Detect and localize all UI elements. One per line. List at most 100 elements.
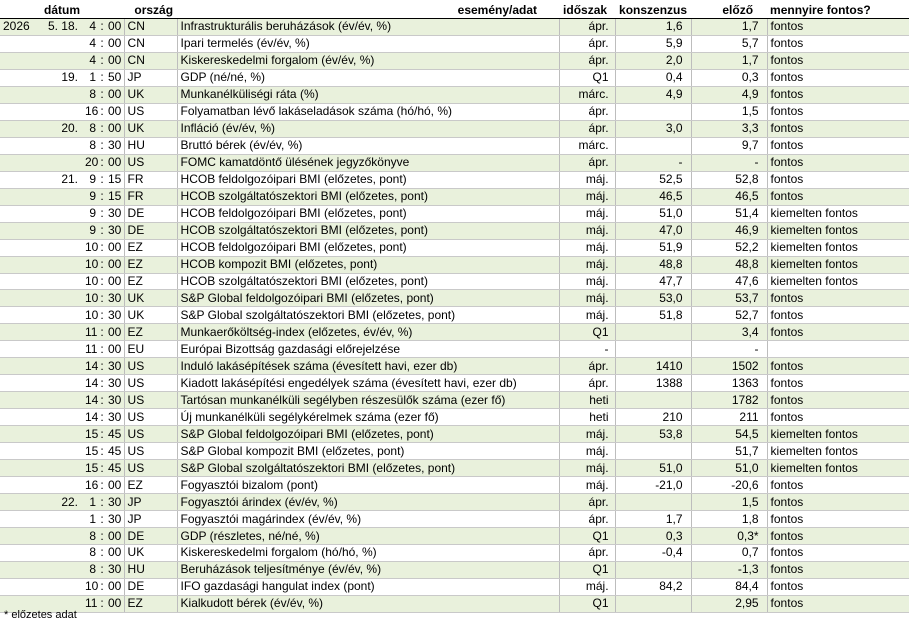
cell-consensus: 48,8	[615, 256, 692, 274]
cell-event: S&P Global szolgáltatószektori BMI (előz…	[177, 306, 560, 325]
cell-time-separator: :	[98, 289, 106, 308]
cell-year	[0, 425, 38, 444]
cell-year	[0, 374, 38, 393]
cell-country: FR	[124, 171, 178, 189]
cell-month-day	[38, 527, 82, 545]
cell-hour: 15	[82, 459, 98, 478]
cell-month-day	[38, 408, 82, 427]
cell-event: FOMC kamatdöntő ülésének jegyzőkönyve	[177, 154, 560, 172]
cell-event: Kiadott lakásépítési engedélyek száma (é…	[177, 374, 560, 393]
cell-minute: 30	[106, 289, 125, 308]
table-row: 14:30 US Tartósan munkanélküli segélyben r…	[0, 391, 909, 410]
cell-time-separator: :	[98, 323, 106, 342]
cell-period: ápr.	[559, 374, 616, 393]
table-row: 11:00 EZ Munkaerőköltség-index (előzetes, …	[0, 323, 909, 342]
cell-month-day	[38, 595, 82, 613]
cell-time-separator: :	[98, 459, 106, 478]
cell-time-separator: :	[98, 442, 106, 461]
cell-previous: 48,8	[691, 256, 768, 274]
cell-minute: 30	[106, 306, 125, 325]
cell-hour: 10	[82, 239, 98, 257]
cell-previous: 1,5	[691, 103, 768, 121]
cell-minute: 45	[106, 425, 125, 444]
cell-year	[0, 527, 38, 545]
cell-country: UK	[124, 544, 178, 562]
cell-importance: fontos	[767, 289, 909, 308]
cell-previous: 3,4	[691, 323, 768, 342]
cell-month-day	[38, 459, 82, 478]
cell-importance: fontos	[767, 306, 909, 325]
cell-previous: 51,4	[691, 205, 768, 223]
cell-importance: fontos	[767, 595, 909, 613]
cell-importance: kiemelten fontos	[767, 273, 909, 291]
cell-country: EU	[124, 340, 178, 359]
cell-importance: fontos	[767, 374, 909, 393]
cell-time-separator: :	[98, 510, 106, 529]
cell-year	[0, 69, 38, 87]
cell-previous: 2,95	[691, 595, 768, 613]
cell-consensus: 52,5	[615, 171, 692, 189]
cell-month-day	[38, 222, 82, 240]
cell-event: HCOB kompozit BMI (előzetes, pont)	[177, 256, 560, 274]
cell-consensus: 4,9	[615, 86, 692, 104]
cell-importance: fontos	[767, 18, 909, 36]
cell-month-day: 21.	[38, 171, 82, 189]
cell-minute: 45	[106, 442, 125, 461]
cell-time-separator: :	[98, 154, 106, 172]
cell-minute: 30	[106, 408, 125, 427]
cell-hour: 11	[82, 595, 98, 613]
cell-event: Európai Bizottság gazdasági előrejelzése	[177, 340, 560, 359]
cell-time-separator: :	[98, 595, 106, 613]
cell-event: S&P Global kompozit BMI (előzetes, pont)	[177, 442, 560, 461]
cell-hour: 8	[82, 120, 98, 138]
cell-event: S&P Global feldolgozóipari BMI (előzetes…	[177, 289, 560, 308]
table-row: 9:15 FR HCOB szolgáltatószektori BMI (előz…	[0, 188, 909, 206]
cell-importance: fontos	[767, 323, 909, 342]
cell-month-day	[38, 374, 82, 393]
cell-consensus: -21,0	[615, 476, 692, 495]
cell-consensus: 51,0	[615, 459, 692, 478]
cell-time-separator: :	[98, 374, 106, 393]
cell-country: HU	[124, 137, 178, 155]
cell-time-separator: :	[98, 340, 106, 359]
cell-year	[0, 442, 38, 461]
cell-period: Q1	[559, 527, 616, 545]
cell-consensus: 1,7	[615, 510, 692, 529]
cell-minute: 00	[106, 340, 125, 359]
cell-month-day	[38, 103, 82, 121]
cell-period: Q1	[559, 561, 616, 579]
table-row: 20:00 US FOMC kamatdöntő ülésének jegyzőkö…	[0, 154, 909, 172]
cell-period: ápr.	[559, 357, 616, 376]
table-row: 1:30 JP Fogyasztói magárindex (év/év, %) áp…	[0, 510, 909, 529]
cell-importance: fontos	[767, 69, 909, 87]
cell-hour: 11	[82, 323, 98, 342]
cell-time-separator: :	[98, 527, 106, 545]
cell-importance: kiemelten fontos	[767, 205, 909, 223]
cell-time-separator: :	[98, 69, 106, 87]
header-previous: előző	[691, 0, 768, 19]
cell-country: DE	[124, 222, 178, 240]
cell-year	[0, 510, 38, 529]
cell-minute: 30	[106, 561, 125, 579]
cell-time-separator: :	[98, 171, 106, 189]
cell-importance: fontos	[767, 188, 909, 206]
table-row: 22. 1:30 JP Fogyasztói árindex (év/év, %) áp…	[0, 493, 909, 512]
cell-time-separator: :	[98, 120, 106, 138]
cell-country: EZ	[124, 323, 178, 342]
cell-period: Q1	[559, 323, 616, 342]
cell-importance: fontos	[767, 357, 909, 376]
cell-hour: 15	[82, 442, 98, 461]
table-row: 14:30 US Kiadott lakásépítési engedélyek s…	[0, 374, 909, 393]
cell-consensus: 1388	[615, 374, 692, 393]
cell-year	[0, 561, 38, 579]
cell-hour: 8	[82, 544, 98, 562]
cell-year	[0, 120, 38, 138]
cell-consensus: 84,2	[615, 578, 692, 596]
cell-importance: fontos	[767, 154, 909, 172]
cell-minute: 30	[106, 137, 125, 155]
cell-importance: kiemelten fontos	[767, 239, 909, 257]
cell-hour: 20	[82, 154, 98, 172]
cell-minute: 00	[106, 154, 125, 172]
table-row: 14:30 US Új munkanélküli segélykérelmek sz…	[0, 408, 909, 427]
cell-importance: kiemelten fontos	[767, 425, 909, 444]
